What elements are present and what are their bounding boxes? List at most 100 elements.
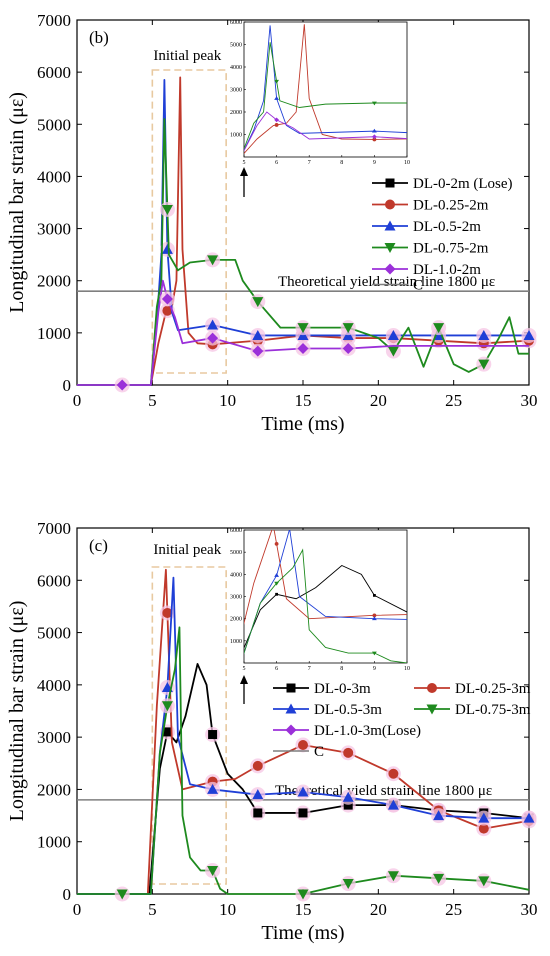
data-point-marker (207, 332, 219, 344)
data-point-marker (298, 739, 308, 750)
data-point-marker (342, 879, 354, 890)
inset-marker (372, 613, 377, 618)
data-point-marker (342, 343, 354, 354)
inset-series-line-dl-1-0-2m (244, 111, 407, 152)
legend-entry-dl-0-75-2m: DL-0.75-2m (372, 241, 489, 257)
y-axis-title: Longitudinal bar strain (με) (6, 601, 28, 822)
y-axis-title: Longitudinal bar strain (με) (6, 92, 28, 313)
y-tick-label: 7000 (37, 519, 71, 538)
data-point-marker (297, 786, 309, 797)
inset-y-tick-label: 4000 (230, 65, 242, 71)
legend-label: DL-0.75-2m (413, 241, 489, 257)
y-tick-label: 0 (63, 376, 72, 395)
y-tick-label: 2000 (37, 272, 71, 291)
x-tick-label: 10 (219, 900, 236, 919)
data-point-marker (253, 808, 263, 818)
data-point-marker (478, 812, 490, 823)
inset-x-tick-label: 9 (373, 666, 376, 672)
inset-marker (274, 79, 279, 84)
data-point-marker (116, 889, 128, 900)
initial-peak-label: Initial peak (153, 542, 221, 558)
y-tick-label: 0 (63, 885, 72, 904)
series-line (77, 279, 529, 386)
data-point-marker (433, 323, 445, 334)
data-point-marker (161, 293, 173, 305)
legend-entry-dl-0-25-2m: DL-0.25-2m (372, 198, 489, 214)
data-point-marker (252, 297, 264, 308)
inset-x-tick-label: 7 (308, 160, 311, 166)
legend-entry-yield-line: C (372, 278, 423, 294)
legend-label: DL-1.0-3m(Lose) (314, 723, 421, 739)
legend-label: DL-0-3m (314, 681, 371, 697)
inset-marker (274, 123, 279, 127)
data-point-marker (252, 760, 263, 771)
legend-swatch-marker (427, 683, 437, 693)
x-tick-label: 25 (445, 391, 462, 410)
panel-label: (b) (89, 28, 109, 47)
inset-y-tick-label: 3000 (230, 595, 242, 601)
legend-entry-dl-1-0-3m-lose: DL-1.0-3m(Lose) (273, 723, 421, 739)
series-dl-0-25-3m (77, 568, 537, 895)
initial-peak-box (151, 69, 227, 374)
series-dl-0-3m (77, 663, 537, 895)
inset-y-tick-label: 2000 (230, 110, 242, 116)
data-point-marker (298, 808, 308, 818)
inset-x-tick-label: 10 (404, 160, 410, 166)
legend-swatch-marker (285, 724, 297, 736)
inset-y-tick-label: 6000 (230, 528, 242, 534)
inset-marker (274, 541, 279, 546)
inset-x-tick-label: 9 (373, 160, 376, 166)
data-point-marker (207, 865, 219, 876)
x-tick-label: 0 (73, 900, 82, 919)
legend-swatch-marker (384, 220, 396, 231)
data-point-marker (523, 812, 535, 823)
series-line (77, 626, 530, 895)
y-tick-label: 6000 (37, 63, 71, 82)
inset-chart: 5 6 7 8 9 10 1000 2000 3000 4000 5000 6000 (230, 20, 410, 166)
inset-marker (373, 593, 376, 597)
data-point-marker (207, 255, 219, 266)
inset-marker (274, 581, 279, 586)
data-point-marker (252, 789, 264, 800)
x-axis-title: Time (ms) (261, 413, 344, 435)
legend: DL-0-2m (Lose) DL-0.25-2m DL-0.5-2m DL-0.75… (372, 176, 513, 294)
inset-y-tick-label: 4000 (230, 572, 242, 578)
data-point-marker (433, 873, 445, 884)
series-dl-0-75-2m (77, 118, 529, 386)
y-tick-label: 1000 (37, 833, 71, 852)
x-tick-label: 5 (148, 900, 157, 919)
x-tick-label: 15 (295, 391, 312, 410)
initial-peak-label: Initial peak (153, 48, 221, 64)
x-tick-label: 15 (295, 900, 312, 919)
data-point-marker (387, 871, 399, 882)
y-tick-label: 7000 (37, 11, 71, 30)
inset-y-tick-label: 1000 (230, 639, 242, 645)
inset-marker (372, 134, 377, 140)
inset-frame (243, 529, 408, 664)
x-axis-title: Time (ms) (261, 922, 344, 944)
inset-x-tick-label: 5 (243, 666, 246, 672)
legend-entry-dl-0-25-3m: DL-0.25-3m (414, 681, 531, 697)
inset-arrow-head (240, 167, 248, 176)
data-point-marker (116, 379, 128, 391)
legend-swatch-marker (285, 703, 297, 714)
inset-x-tick-label: 7 (308, 666, 311, 672)
legend-label: DL-0.25-3m (455, 681, 531, 697)
inset-series (244, 24, 407, 155)
inset-chart: 5 6 7 8 9 10 1000 2000 3000 4000 5000 6000 (230, 528, 410, 672)
inset-x-tick-label: 8 (340, 160, 343, 166)
data-point-marker (297, 889, 309, 900)
data-point-marker (162, 607, 173, 618)
legend-label: DL-0-2m (Lose) (413, 176, 513, 192)
data-point-marker (342, 323, 354, 334)
y-tick-label: 4000 (37, 167, 71, 186)
inset-y-tick-label: 6000 (230, 20, 242, 26)
data-point-marker (161, 243, 173, 254)
data-point-marker (478, 359, 490, 370)
legend-entry-dl-0-3m: DL-0-3m (273, 681, 371, 697)
inset-x-tick-label: 5 (243, 160, 246, 166)
inset-marker (372, 128, 377, 133)
legend-swatch-marker (384, 243, 396, 253)
data-point-marker (478, 876, 490, 887)
